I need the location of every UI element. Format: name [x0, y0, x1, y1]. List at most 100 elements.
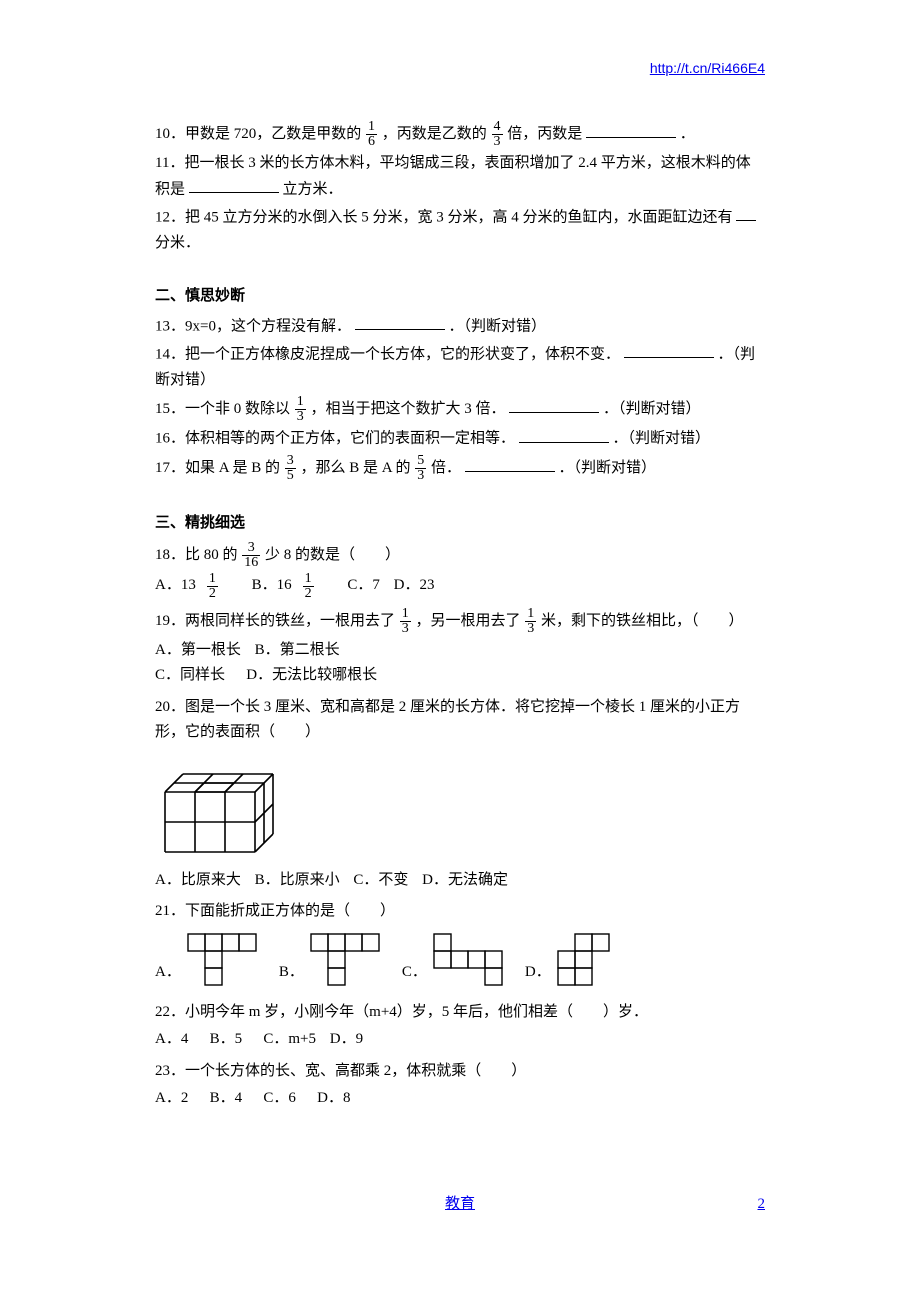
frac-num: 3: [285, 454, 296, 469]
net-c-svg: [433, 933, 503, 986]
option-c: C．不变: [353, 872, 408, 888]
q13-text-2: ．（判断对错）: [448, 318, 546, 334]
frac-num: 1: [207, 572, 218, 587]
q17-text-3: 倍．: [431, 460, 461, 476]
q18-options: A．1312 B．1612 C．7 D．23: [155, 572, 765, 601]
q12-text-1: 12．把 45 立方分米的水倒入长 5 分米，宽 3 分米，高 4 分米的鱼缸内…: [155, 209, 733, 225]
frac-num: 1: [303, 572, 314, 587]
q22-options: A．4 B．5 C．m+5 D．9: [155, 1027, 765, 1053]
frac-den: 3: [400, 622, 411, 636]
q16-text-1: 16．体积相等的两个正方体，它们的表面积一定相等．: [155, 431, 515, 447]
option-b: B．比原来小: [255, 872, 340, 888]
option-label-c: C．: [402, 960, 427, 986]
option-a: A．比原来大: [155, 872, 241, 888]
header-link[interactable]: http://t.cn/Ri466E4: [650, 60, 765, 76]
fraction: 13: [400, 607, 411, 636]
q14-text-1: 14．把一个正方体橡皮泥捏成一个长方体，它的形状变了，体积不变．: [155, 346, 620, 362]
net-option-a: A．: [155, 933, 257, 986]
option-d: D．9: [330, 1031, 363, 1047]
frac-den: 16: [242, 556, 260, 570]
fraction: 12: [303, 572, 324, 601]
frac-den: 5: [285, 469, 296, 483]
question-10: 10．甲数是 720，乙数是甲数的 16 ，丙数是乙数的 43 倍，丙数是 ．: [155, 120, 765, 149]
option-d: D．无法比较哪根长: [246, 667, 377, 683]
blank: [624, 342, 714, 359]
option-d: D．无法确定: [422, 872, 508, 888]
question-22: 22．小明今年 m 岁，小刚今年（m+4）岁，5 年后，他们相差（ ）岁．: [155, 1000, 765, 1026]
page-number[interactable]: 2: [758, 1192, 766, 1218]
footer: 教育 2: [155, 1192, 765, 1218]
q15-text-3: ．（判断对错）: [603, 401, 701, 417]
blank: [736, 205, 756, 222]
q15-text-1: 15．一个非 0 数除以: [155, 401, 290, 417]
q12-text-2: 分米．: [155, 235, 200, 251]
q13-text-1: 13．9x=0，这个方程没有解．: [155, 318, 351, 334]
blank: [355, 314, 445, 331]
frac-den: 2: [303, 587, 314, 601]
question-11: 11．把一根长 3 米的长方体木料，平均锯成三段，表面积增加了 2.4 平方米，…: [155, 151, 765, 203]
option-b: B．1612: [252, 577, 334, 593]
q10-text-3: 倍，丙数是: [507, 126, 582, 142]
net-option-d: D．: [525, 933, 610, 986]
net-option-c: C．: [402, 933, 503, 986]
q19-text-2: ，另一根用去了: [416, 612, 521, 628]
q18-text-1: 18．比 80 的: [155, 546, 238, 562]
frac-den: 3: [415, 469, 426, 483]
frac-den: 2: [207, 587, 218, 601]
frac-num: 5: [415, 454, 426, 469]
frac-den: 6: [366, 135, 377, 149]
q17-text-2: ，那么 B 是 A 的: [301, 460, 411, 476]
question-20: 20．图是一个长 3 厘米、宽和高都是 2 厘米的长方体．将它挖掉一个棱长 1 …: [155, 695, 765, 746]
page: http://t.cn/Ri466E4 10．甲数是 720，乙数是甲数的 16…: [0, 0, 920, 1257]
question-17: 17．如果 A 是 B 的 35 ，那么 B 是 A 的 53 倍． ．（判断对…: [155, 454, 765, 483]
blank: [465, 455, 555, 472]
fraction: 316: [242, 541, 260, 570]
q16-text-2: ．（判断对错）: [613, 431, 711, 447]
option-c: C．6: [263, 1090, 296, 1106]
frac-den: 3: [295, 410, 306, 424]
blank: [519, 426, 609, 443]
question-21: 21．下面能折成正方体的是（ ）: [155, 899, 765, 925]
frac-den: 3: [492, 135, 503, 149]
frac-num: 1: [525, 607, 536, 622]
question-15: 15．一个非 0 数除以 13 ，相当于把这个数扩大 3 倍． ．（判断对错）: [155, 395, 765, 424]
option-b: B．5: [210, 1031, 243, 1047]
question-23: 23．一个长方体的长、宽、高都乘 2，体积就乘（ ）: [155, 1059, 765, 1085]
blank: [509, 396, 599, 413]
option-c: C．7: [347, 577, 380, 593]
fraction: 16: [366, 120, 377, 149]
option-b: B．第二根长: [255, 642, 340, 658]
footer-link[interactable]: 教育: [445, 1196, 475, 1212]
q11-text-2: 立方米．: [283, 181, 343, 197]
q17-text-4: ．（判断对错）: [559, 460, 657, 476]
fraction: 13: [295, 395, 306, 424]
net-b-svg: [310, 933, 380, 986]
option-a: A．第一根长: [155, 642, 241, 658]
option-label-a: A．: [155, 960, 181, 986]
question-18: 18．比 80 的 316 少 8 的数是（ ）: [155, 541, 765, 570]
fraction: 43: [492, 120, 503, 149]
section-3-heading: 三、精挑细选: [155, 511, 765, 537]
option-a: A．4: [155, 1031, 188, 1047]
q18-text-2: 少 8 的数是（ ）: [265, 546, 400, 562]
option-label-b: B．: [279, 960, 304, 986]
frac-den: 3: [525, 622, 536, 636]
question-19: 19．两根同样长的铁丝，一根用去了 13 ，另一根用去了 13 米，剩下的铁丝相…: [155, 607, 765, 636]
fraction: 12: [207, 572, 228, 601]
q19-text-1: 19．两根同样长的铁丝，一根用去了: [155, 612, 395, 628]
q23-options: A．2 B．4 C．6 D．8: [155, 1086, 765, 1112]
option-b: B．4: [210, 1090, 243, 1106]
net-option-b: B．: [279, 933, 380, 986]
option-label-d: D．: [525, 960, 551, 986]
opt-text: A．13: [155, 577, 196, 593]
question-13: 13．9x=0，这个方程没有解． ．（判断对错）: [155, 314, 765, 340]
net-d-svg: [557, 933, 610, 986]
question-16: 16．体积相等的两个正方体，它们的表面积一定相等． ．（判断对错）: [155, 426, 765, 452]
fraction: 13: [525, 607, 536, 636]
option-c: C．同样长: [155, 667, 225, 683]
frac-num: 1: [400, 607, 411, 622]
blank: [586, 121, 676, 138]
q10-text-4: ．: [680, 126, 695, 142]
frac-num: 1: [295, 395, 306, 410]
q10-text-1: 10．甲数是 720，乙数是甲数的: [155, 126, 361, 142]
